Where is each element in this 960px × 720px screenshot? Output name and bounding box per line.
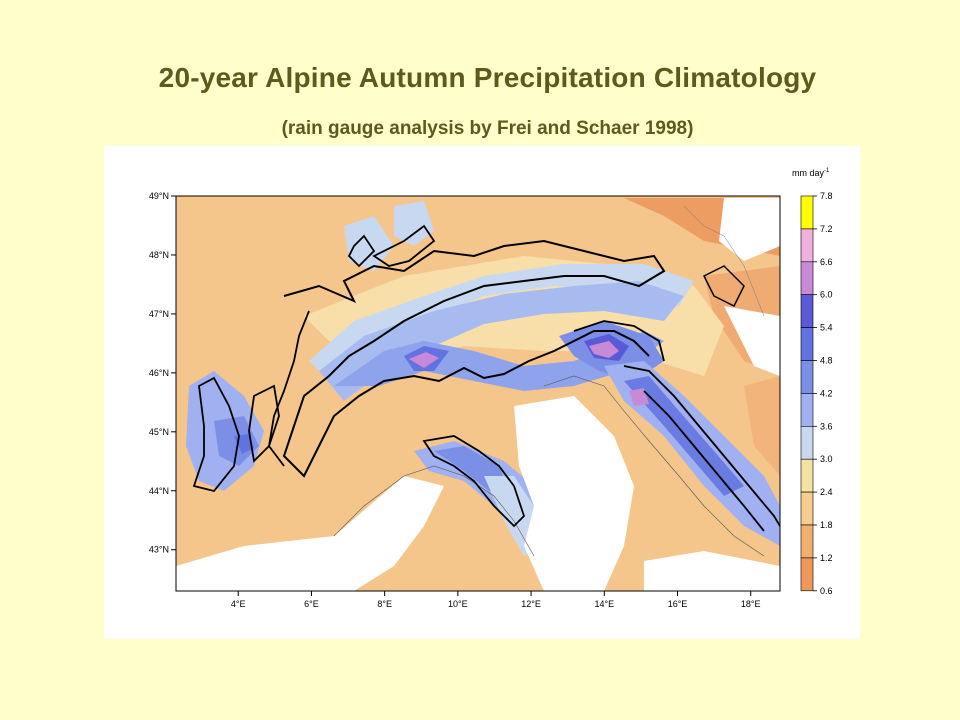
page-title: 20-year Alpine Autumn Precipitation Clim…: [158, 62, 817, 93]
lat-tick-label: 44°N: [149, 486, 169, 496]
lat-tick-label: 49°N: [149, 191, 169, 201]
map-figure: 49°N 48°N 47°N 46°N 45°N 44°N 43°N 4°E 6°E 8°E 10…: [104, 146, 860, 639]
colorbar-swatch: [800, 458, 814, 493]
colorbar-label: 3.6: [820, 421, 833, 431]
latitude-axis: 49°N 48°N 47°N 46°N 45°N 44°N 43°N: [149, 191, 176, 555]
colorbar-label: 1.2: [820, 553, 833, 563]
colorbar-swatch: [800, 360, 814, 394]
colorbar: mm day-1 7.8 7.2 6.6 6.0 5.4 4.8 4.2 3.6 3.0 2.4 1…: [792, 168, 833, 596]
lon-tick-label: 8°E: [377, 599, 392, 609]
colorbar-label: 4.2: [820, 388, 833, 398]
lat-tick-label: 43°N: [149, 545, 169, 555]
colorbar-swatch: [800, 393, 814, 427]
precip-field: [176, 196, 780, 591]
colorbar-label: 7.8: [820, 191, 833, 201]
colorbar-swatch: [800, 491, 814, 526]
colorbar-label: 5.4: [820, 323, 833, 333]
map-frame: [175, 195, 781, 592]
lat-tick-label: 46°N: [149, 368, 169, 378]
lon-tick-label: 12°E: [521, 599, 541, 609]
lon-tick-label: 14°E: [594, 599, 614, 609]
colorbar-swatch: [800, 261, 814, 296]
colorbar-swatch: [800, 228, 814, 263]
colorbar-label: 7.2: [820, 224, 833, 234]
colorbar-unit: mm day-1: [792, 168, 830, 178]
lon-tick-label: 4°E: [231, 599, 246, 609]
colorbar-swatch: [800, 195, 814, 230]
colorbar-label: 1.8: [820, 520, 833, 530]
lon-tick-label: 10°E: [448, 599, 468, 609]
colorbar-label: 2.4: [820, 487, 833, 497]
longitude-axis: 4°E 6°E 8°E 10°E 12°E 14°E 16°E 18°E: [231, 591, 761, 609]
lat-tick-label: 47°N: [149, 309, 169, 319]
lon-tick-label: 18°E: [741, 599, 761, 609]
colorbar-swatch: [800, 327, 814, 361]
colorbar-label: 0.6: [820, 586, 833, 596]
colorbar-label: 3.0: [820, 454, 833, 464]
lat-tick-label: 45°N: [149, 427, 169, 437]
colorbar-label: 4.8: [820, 356, 833, 366]
lon-tick-label: 6°E: [304, 599, 319, 609]
lon-tick-label: 16°E: [668, 599, 688, 609]
colorbar-label: 6.6: [820, 257, 833, 267]
colorbar-swatch: [800, 294, 814, 328]
colorbar-label: 6.0: [820, 290, 833, 300]
precipitation-map: 49°N 48°N 47°N 46°N 45°N 44°N 43°N 4°E 6°E 8°E 10…: [149, 168, 833, 609]
colorbar-swatch: [800, 524, 814, 559]
colorbar-swatch: [800, 425, 814, 460]
page-subtitle: (rain gauge analysis by Frei and Schaer …: [281, 118, 694, 139]
colorbar-swatch: [800, 557, 814, 592]
lat-tick-label: 48°N: [149, 250, 169, 260]
